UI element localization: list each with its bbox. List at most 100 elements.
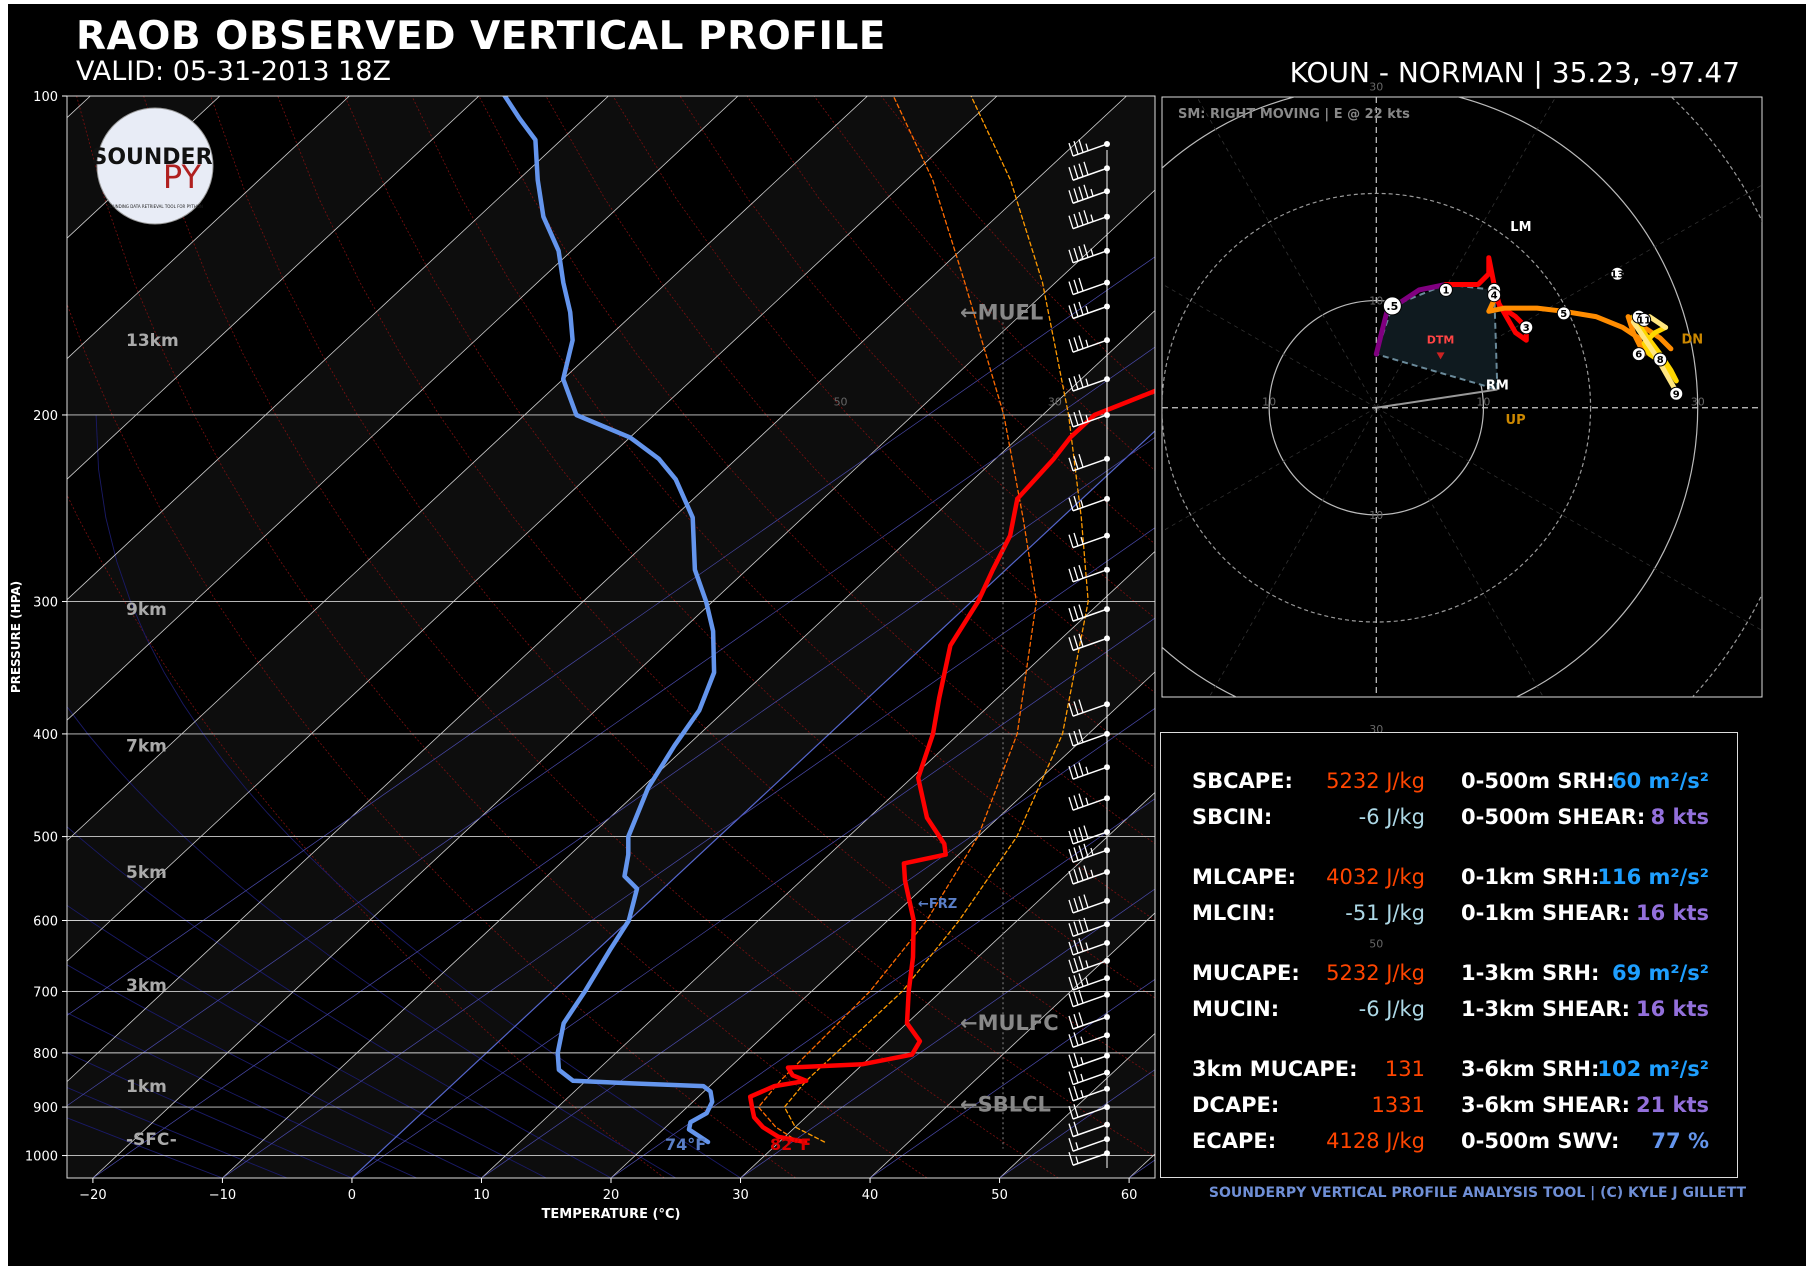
wind-barb-flag — [1080, 1056, 1084, 1065]
wind-barb-dot — [1104, 921, 1110, 928]
param-value: 16 kts — [1635, 901, 1709, 925]
hodograph-km-label: 11 — [1637, 315, 1651, 326]
wind-barb-flag — [1085, 305, 1089, 314]
wind-barb-dot — [1104, 165, 1110, 172]
wind-barb-flag — [1078, 729, 1084, 743]
wind-barb-flag — [1085, 414, 1089, 422]
isotherm-line — [351, 430, 1155, 1178]
wind-barb — [1068, 938, 1110, 956]
wind-barb — [1068, 1052, 1110, 1069]
param-label: MUCIN: — [1192, 997, 1280, 1021]
x-tick-label: 60 — [1121, 1188, 1138, 1203]
dry-adiabat — [143, 96, 1059, 1178]
wind-barb-flag — [1068, 305, 1074, 319]
isotherm-line — [67, 96, 609, 601]
hodograph-trace — [1630, 314, 1679, 395]
wind-barb-flag — [1080, 1073, 1084, 1082]
wind-barb-dot — [1104, 991, 1110, 998]
wind-barb-flag — [1073, 188, 1079, 202]
wind-barb-dot — [1104, 1136, 1110, 1143]
param-value: 5232 J/kg — [1326, 769, 1425, 793]
wind-barb-staff — [1072, 1106, 1108, 1120]
wind-barb-flag — [1073, 1104, 1079, 1118]
wind-barb-staff — [1072, 1138, 1108, 1152]
surface-dewpoint-label: 74°F — [665, 1135, 706, 1154]
wind-barb-flag — [1078, 277, 1084, 292]
isotherm-line — [92, 189, 1155, 1178]
wind-barb — [1068, 410, 1110, 428]
x-tick-label: 0 — [348, 1188, 356, 1203]
hodograph-marker-label: LM — [1510, 220, 1531, 235]
wind-barb-flag — [1068, 1087, 1074, 1102]
wind-barb-flag — [1085, 942, 1089, 950]
wind-barb — [1068, 1150, 1110, 1166]
param-label: MLCIN: — [1192, 901, 1276, 925]
wind-barb-staff — [1072, 831, 1108, 845]
y-tick-label: 500 — [33, 831, 58, 846]
logo-tagline: SOUNDING DATA RETRIEVAL TOOL FOR PYTHON — [107, 204, 203, 209]
wind-barb-flag — [1078, 335, 1084, 349]
moist-adiabat — [95, 414, 741, 1178]
isotherm-line — [481, 550, 1155, 1178]
wind-barb-flag — [1073, 764, 1079, 778]
wind-barb — [1068, 633, 1110, 652]
isotherm-line — [67, 96, 739, 721]
wind-barb — [1068, 762, 1110, 780]
wind-barb — [1068, 301, 1110, 320]
hodograph-marker-label: DTM — [1427, 333, 1455, 346]
wind-barb-staff — [1072, 1016, 1108, 1030]
wind-barb-dot — [1104, 795, 1110, 802]
y-tick-label: 400 — [33, 728, 58, 743]
wind-barb-staff — [1072, 637, 1108, 652]
wind-barb-staff — [1072, 305, 1108, 320]
wind-barb-flag — [1078, 163, 1084, 177]
param-value: 131 — [1384, 1057, 1425, 1081]
wind-barb-flag — [1073, 1085, 1079, 1100]
param-label: 0-500m SWV: — [1461, 1129, 1620, 1153]
hodograph-ring-tick: 10 — [1262, 396, 1276, 409]
param-value: 21 kts — [1635, 1093, 1709, 1117]
wind-barb-flag — [1080, 1036, 1084, 1044]
hodograph-marker-label: RM — [1486, 379, 1509, 394]
wind-barb-flag — [1073, 606, 1079, 620]
y-tick-label: 600 — [33, 914, 58, 929]
wind-barb — [1068, 894, 1110, 914]
wind-barb-dot — [1104, 764, 1110, 771]
wind-barb-dot — [1104, 279, 1110, 286]
page-title: RAOB OBSERVED VERTICAL PROFILE — [76, 14, 886, 59]
wind-barb-flag — [1068, 899, 1074, 914]
wind-barb-staff — [1072, 1088, 1108, 1102]
hodograph-km-label: 9 — [1673, 389, 1680, 400]
temperature-trace — [747, 388, 1155, 1145]
wind-barb-flag — [1073, 495, 1079, 510]
wind-barb-dot — [1104, 1150, 1110, 1157]
wind-barb-staff — [1072, 1123, 1108, 1138]
sb-parcel-trace — [783, 96, 1089, 1143]
dry-adiabat — [545, 96, 1155, 769]
wind-barb-staff — [1072, 608, 1108, 622]
hodograph-ring-tick: 30 — [1048, 396, 1062, 409]
wind-barb — [1068, 865, 1110, 885]
wind-barb-flag — [1078, 827, 1084, 841]
wind-barb-flag — [1073, 1121, 1079, 1136]
wind-barb-staff — [1072, 942, 1108, 956]
wind-barb-staff — [1072, 993, 1108, 1008]
wind-barb — [1068, 843, 1110, 863]
x-tick-label: 20 — [603, 1188, 620, 1203]
wind-barb-flag — [1068, 830, 1074, 845]
wind-barb-flag — [1073, 279, 1079, 293]
moist-adiabat — [67, 1087, 288, 1178]
wind-barb-flag — [1073, 165, 1079, 179]
parameter-table: SBCAPE: 5232 J/kg SBCIN: -6 J/kg MLCAPE: 4032… — [1160, 732, 1738, 1178]
wind-barb-flag — [1068, 797, 1074, 811]
wind-barb-flag — [1073, 247, 1079, 262]
wind-barb-flag — [1078, 301, 1084, 316]
moist-adiabat — [67, 826, 612, 1178]
wind-barb-staff — [1072, 923, 1108, 938]
wind-barb-staff — [1072, 216, 1108, 230]
wind-barb-flag — [1090, 188, 1094, 197]
isotherm-line — [67, 96, 350, 360]
wind-barb-staff — [1072, 766, 1108, 780]
wind-barb-dot — [1104, 566, 1110, 573]
param-label: 3-6km SHEAR: — [1461, 1093, 1630, 1117]
